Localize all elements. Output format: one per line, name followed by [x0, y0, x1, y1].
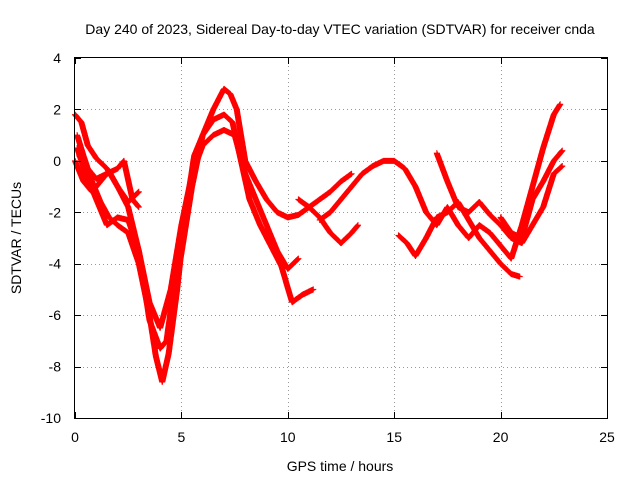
tick-layer: 0 5 10 15 20 25 -10 -8 -6 -4 -2 0 2 4	[41, 50, 615, 445]
series-track-3	[74, 127, 302, 331]
series-markers	[497, 147, 566, 241]
series-markers	[433, 150, 566, 247]
y-tick-label: 4	[53, 50, 61, 66]
y-axis-label: SDTVAR / TECUs	[8, 182, 24, 294]
y-tick-label: -2	[49, 204, 62, 220]
series-markers	[295, 196, 361, 247]
chart-title: Day 240 of 2023, Sidereal Day-to-day VTE…	[85, 21, 595, 37]
y-tick-label: 0	[53, 153, 61, 169]
series-track-7	[295, 196, 361, 247]
x-axis-label: GPS time / hours	[287, 458, 394, 474]
x-tick-label: 20	[493, 429, 509, 445]
x-tick-label: 0	[71, 429, 79, 445]
x-tick-label: 10	[280, 429, 296, 445]
y-tick-label: 2	[53, 101, 61, 117]
y-tick-label: -4	[49, 256, 62, 272]
x-tick-label: 25	[599, 429, 615, 445]
series-track-10	[497, 147, 566, 241]
series-track-9	[433, 150, 566, 247]
y-tick-label: -6	[49, 307, 62, 323]
data-layer	[72, 85, 566, 385]
series-markers	[74, 127, 302, 331]
x-tick-label: 5	[178, 429, 186, 445]
x-tick-label: 15	[386, 429, 402, 445]
y-tick-label: -8	[49, 359, 62, 375]
y-tick-label: -10	[41, 410, 61, 426]
plot-frame	[74, 57, 608, 419]
